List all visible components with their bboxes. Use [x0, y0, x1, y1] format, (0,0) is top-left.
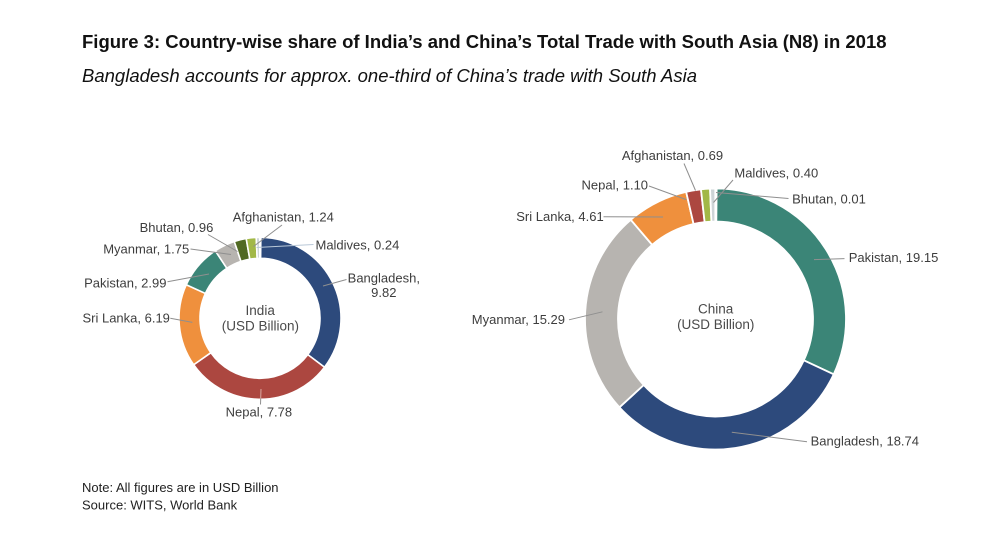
svg-text:Sri Lanka, 4.61: Sri Lanka, 4.61	[516, 209, 603, 224]
svg-text:Bangladesh, 18.74: Bangladesh, 18.74	[811, 434, 919, 449]
svg-text:Myanmar, 15.29: Myanmar, 15.29	[472, 312, 565, 327]
svg-text:China: China	[698, 302, 734, 317]
svg-text:Bangladesh,: Bangladesh,	[348, 271, 420, 286]
svg-text:Myanmar, 1.75: Myanmar, 1.75	[103, 242, 189, 257]
svg-text:Bhutan, 0.96: Bhutan, 0.96	[140, 220, 214, 235]
svg-text:Maldives, 0.40: Maldives, 0.40	[734, 166, 818, 181]
svg-text:Maldives, 0.24: Maldives, 0.24	[315, 238, 399, 253]
svg-text:(USD Billion): (USD Billion)	[677, 317, 754, 332]
svg-text:Pakistan, 2.99: Pakistan, 2.99	[84, 275, 166, 290]
svg-text:Afghanistan, 0.69: Afghanistan, 0.69	[622, 148, 723, 163]
svg-text:Source: WITS, World Bank: Source: WITS, World Bank	[82, 497, 238, 512]
svg-text:Nepal, 1.10: Nepal, 1.10	[582, 178, 649, 193]
svg-text:(USD Billion): (USD Billion)	[222, 319, 299, 334]
svg-text:Bangladesh accounts for approx: Bangladesh accounts for approx. one-thir…	[82, 65, 697, 86]
svg-text:Sri Lanka, 6.19: Sri Lanka, 6.19	[82, 311, 169, 326]
svg-text:India: India	[246, 303, 276, 318]
svg-text:Note: All figures are in USD B: Note: All figures are in USD Billion	[82, 480, 279, 495]
svg-text:Pakistan, 19.15: Pakistan, 19.15	[849, 250, 939, 265]
svg-text:Figure 3: Country-wise share o: Figure 3: Country-wise share of India’s …	[82, 31, 887, 52]
svg-text:Bhutan, 0.01: Bhutan, 0.01	[792, 191, 866, 206]
svg-text:9.82: 9.82	[371, 285, 396, 300]
svg-text:Afghanistan, 1.24: Afghanistan, 1.24	[233, 209, 334, 224]
svg-text:Nepal, 7.78: Nepal, 7.78	[226, 404, 293, 419]
